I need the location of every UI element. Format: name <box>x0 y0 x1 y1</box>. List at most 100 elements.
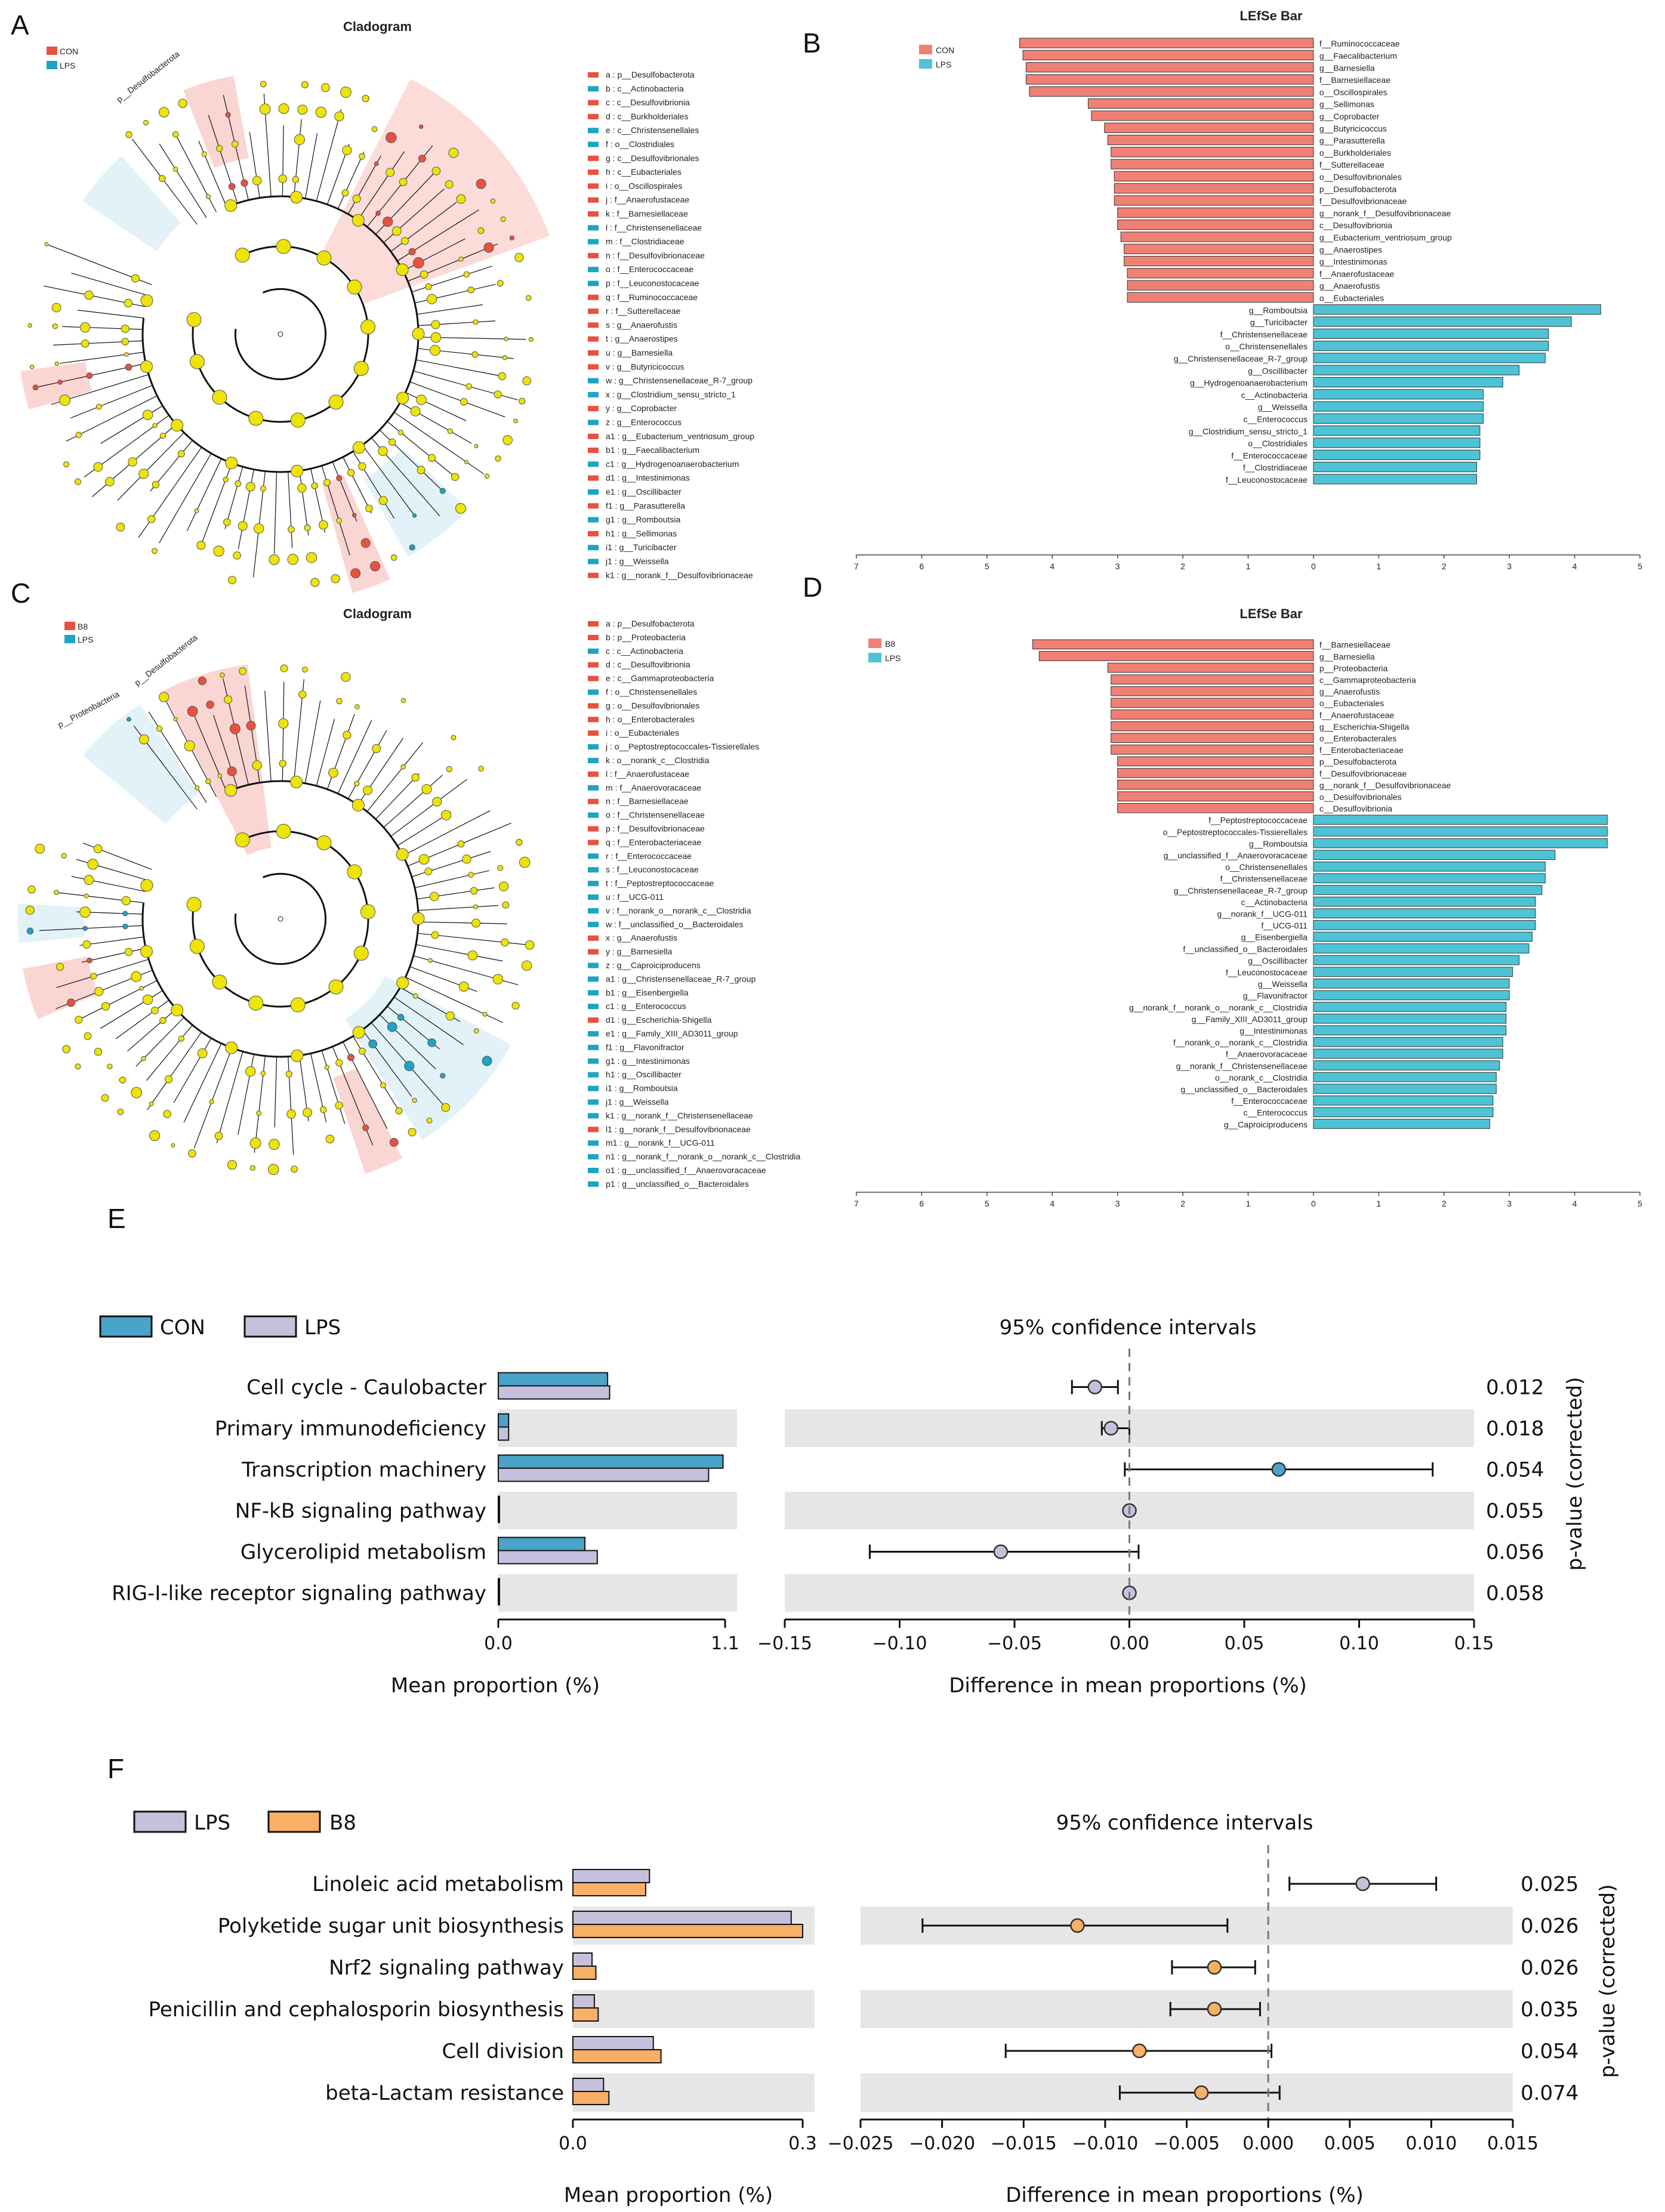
tree-node <box>311 482 318 489</box>
lefse-bar <box>1111 674 1314 684</box>
tree-node <box>159 692 169 702</box>
proportion-bar-group1 <box>572 1911 792 1925</box>
lefse-bar-label: f__Leuconostocaceae <box>1226 475 1308 485</box>
legend-label-con: CON <box>60 47 78 56</box>
key-swatch <box>588 840 599 846</box>
lefse-bar <box>1313 437 1481 448</box>
tree-node <box>352 195 361 203</box>
tree-node <box>54 361 59 366</box>
tree-node <box>429 345 440 356</box>
tree-node <box>342 145 352 156</box>
key-swatch <box>588 197 599 203</box>
key-swatch <box>588 503 599 509</box>
tree-node <box>336 517 342 524</box>
tree-branch <box>100 405 163 444</box>
legend-swatch-b8 <box>267 1810 321 1833</box>
tree-branch <box>115 999 169 1039</box>
lefse-bar <box>1111 733 1314 743</box>
key-label: v : g__Butyricicoccus <box>606 362 684 371</box>
y-axis-label-right: p-value (corrected) <box>1596 1884 1620 2078</box>
legend-swatch-lps <box>133 1810 187 1833</box>
lefse-bar <box>1107 134 1314 146</box>
lefse-bar-label: g__Weissella <box>1258 402 1308 412</box>
tree-node <box>260 81 267 88</box>
tree-branch <box>304 700 321 783</box>
tree-node <box>246 721 256 731</box>
key-swatch <box>588 621 599 627</box>
tree-node <box>341 189 349 197</box>
tree-node <box>358 462 366 471</box>
key-label: g1 : g__Intestinimonas <box>606 1056 690 1066</box>
tree-node <box>400 237 409 245</box>
tree-node <box>140 360 153 373</box>
x-tick-label: 5 <box>1638 562 1642 571</box>
lefse-bar-label: o__norank_c__Clostridia <box>1215 1073 1308 1082</box>
tree-branch <box>409 381 505 418</box>
lefse-bar <box>1117 207 1314 218</box>
tree-node <box>212 390 227 405</box>
tree-node <box>473 1028 479 1033</box>
tree-node <box>101 1094 109 1102</box>
key-label: n1 : g__norank_f__norank_o__norank_c__Cl… <box>606 1152 800 1161</box>
lefse-bar <box>1313 873 1546 884</box>
key-label: n : f__Barnesiellaceae <box>606 797 689 806</box>
tree-node <box>294 134 306 146</box>
key-label: t : g__Anaerostipes <box>606 334 678 344</box>
tree-branch <box>71 876 146 892</box>
tree-node <box>124 298 132 308</box>
key-label: e : c__Gammaproteobacteria <box>606 674 714 683</box>
tree-arc <box>234 872 327 965</box>
x-axis-label-right: Difference in mean proportions (%) <box>949 1674 1307 1698</box>
key-swatch <box>588 1154 599 1160</box>
key-label: l : f__Anaerofustaceae <box>606 769 689 779</box>
tree-node <box>280 664 288 672</box>
tree-node <box>291 1049 304 1062</box>
key-label: k1 : g__norank_f__Christensenellaceae <box>606 1110 753 1120</box>
lefse-bar <box>1107 662 1314 673</box>
lefse-bar <box>1313 1095 1494 1106</box>
x-tick-label: 1 <box>1376 562 1381 571</box>
key-label: e : c__Christensenellales <box>606 125 699 135</box>
tree-node <box>67 998 75 1007</box>
tree-node <box>187 706 198 717</box>
lefse-bar-label: f__Christensenellaceae <box>1220 329 1308 339</box>
tree-node <box>259 103 271 115</box>
lefse-bar <box>1313 955 1520 965</box>
tree-branch <box>343 456 372 514</box>
tree-node <box>156 725 163 732</box>
tree-node <box>352 798 365 812</box>
tree-node <box>352 1026 365 1039</box>
lefse-bar <box>1111 686 1314 696</box>
x-tick-label: 5 <box>1638 1199 1642 1208</box>
tree-node <box>502 355 508 360</box>
lefse-bar-label: g__unclassified_f__Anaerovoracaceae <box>1164 851 1308 860</box>
legend-swatch-lps <box>868 653 881 662</box>
key-swatch <box>588 336 599 342</box>
tree-node <box>59 394 71 406</box>
tree-node <box>352 214 365 227</box>
tree-node <box>205 778 211 785</box>
tree-node <box>478 766 484 772</box>
lefse-bar-label: f__Ruminococcaceae <box>1319 39 1400 48</box>
tree-node <box>528 337 534 342</box>
panel-label-b: B <box>803 27 821 58</box>
tree-arc <box>192 830 369 1008</box>
tree-node <box>297 483 307 493</box>
key-swatch <box>588 378 599 384</box>
tree-branch <box>316 718 335 786</box>
lefse-bar-label: g__norank_f__Christensenellaceae <box>1176 1061 1308 1070</box>
proportion-bar-group2 <box>498 1508 500 1523</box>
lefse-bar-label: f__Anaerofustaceae <box>1319 710 1395 720</box>
proportion-bar-group2 <box>572 1924 803 1938</box>
key-label: j1 : g__Weissella <box>605 1097 669 1107</box>
tree-node <box>79 906 91 918</box>
key-swatch <box>588 141 599 147</box>
key-label: o1 : g__unclassified_f__Anaerovoracaceae <box>606 1165 766 1175</box>
tree-node <box>396 391 409 405</box>
tree-node <box>291 1165 298 1173</box>
tree-node <box>389 1138 399 1147</box>
tree-node <box>213 545 224 557</box>
tree-node <box>25 905 35 915</box>
key-swatch <box>588 634 599 640</box>
clade-highlight <box>20 362 92 410</box>
